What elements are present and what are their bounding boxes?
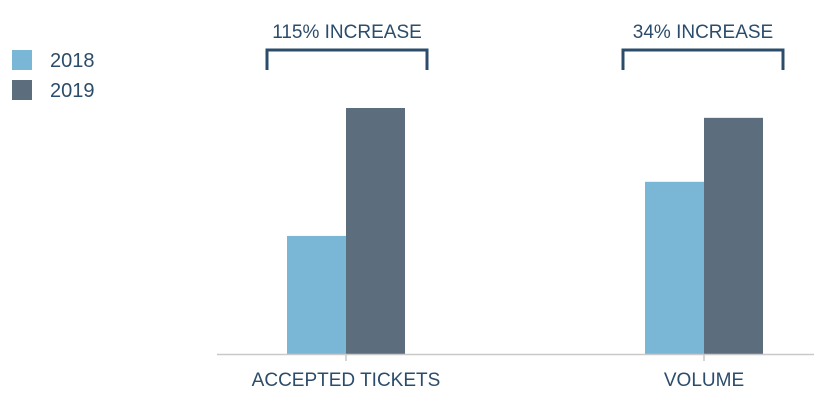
bar-volume-2019 (704, 117, 763, 354)
category-label: ACCEPTED TICKETS (252, 370, 441, 391)
x-axis (217, 353, 814, 361)
category-label: VOLUME (664, 370, 744, 391)
bar-accepted-tickets-2019 (346, 108, 405, 354)
legend: 2018 2019 (12, 50, 95, 102)
legend-label-2019: 2019 (50, 80, 95, 102)
bar-volume-2018 (645, 181, 704, 354)
legend-label-2018: 2018 (50, 50, 95, 72)
annotations: 115% INCREASE 34% INCREASE (265, 22, 785, 70)
bars (287, 108, 763, 354)
comparison-bracket (621, 48, 785, 70)
increase-annotation: 34% INCREASE (633, 22, 773, 43)
bar-accepted-tickets-2018 (287, 235, 346, 354)
category-labels: ACCEPTED TICKETS VOLUME (252, 370, 744, 391)
increase-annotation: 115% INCREASE (272, 22, 422, 43)
legend-swatch-2018 (12, 50, 32, 70)
legend-swatch-2019 (12, 80, 32, 100)
comparison-bracket (265, 48, 429, 70)
